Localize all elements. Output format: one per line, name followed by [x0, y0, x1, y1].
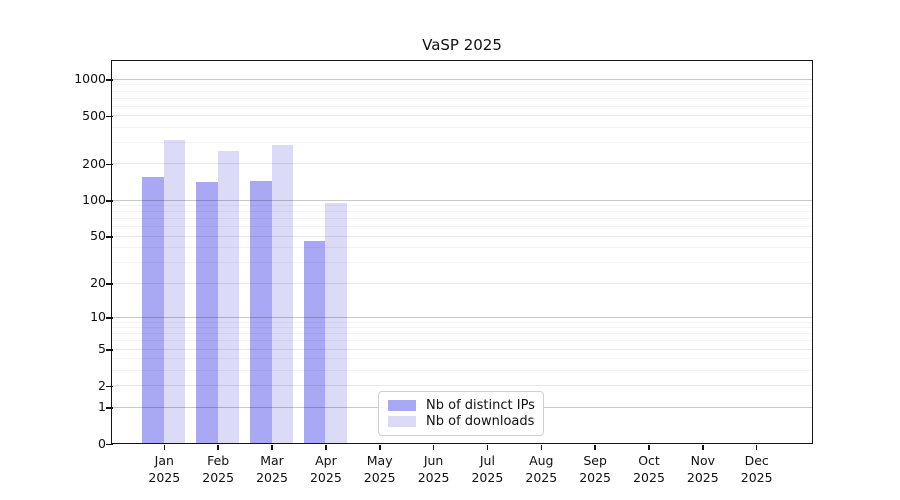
y-tick-label-1: 1 — [98, 399, 106, 414]
x-tick-mark — [594, 445, 596, 450]
y-tick-mark — [106, 200, 113, 202]
y-tick-label-200: 200 — [82, 155, 106, 171]
gridline-8 — [112, 327, 812, 329]
legend-label-downloads: Nb of downloads — [426, 414, 535, 430]
legend: Nb of distinct IPs Nb of downloads — [378, 391, 544, 436]
gridline-6 — [112, 340, 812, 342]
legend-swatch-downloads-icon — [388, 416, 416, 428]
gridline-400 — [112, 127, 812, 128]
x-tick-label-jan: Jan 2025 — [148, 453, 181, 485]
x-tick-mark — [702, 445, 704, 450]
legend-item-downloads: Nb of downloads — [388, 414, 534, 430]
gridline-700 — [112, 97, 812, 99]
y-tick-label-20: 20 — [90, 275, 106, 290]
y-tick-mark — [106, 349, 113, 351]
x-tick-label-dec: Dec 2025 — [740, 453, 773, 485]
y-tick-label-50: 50 — [90, 228, 106, 244]
y-tick-mark — [106, 317, 113, 319]
bar-distinct-ips-apr — [303, 241, 326, 443]
x-tick-label-apr: Apr 2025 — [309, 453, 342, 485]
x-tick-label-jul: Jul 2025 — [471, 453, 504, 485]
bar-distinct-ips-jan — [142, 177, 164, 443]
y-tick-label-100: 100 — [82, 192, 106, 208]
y-tick-mark — [106, 385, 113, 388]
legend-label-distinct-ips: Nb of distinct IPs — [426, 397, 535, 413]
y-tick-mark — [106, 79, 113, 81]
y-tick-mark — [106, 236, 113, 238]
x-tick-label-nov: Nov 2025 — [686, 453, 719, 485]
y-tick-mark — [106, 283, 113, 285]
gridline-100 — [112, 199, 812, 201]
y-tick-mark — [106, 163, 113, 166]
y-tick-label-2: 2 — [98, 377, 106, 393]
bar-downloads-mar — [271, 144, 293, 443]
gridline-70 — [112, 218, 812, 220]
bar-distinct-ips-mar — [250, 180, 272, 443]
gridline-3 — [112, 369, 812, 371]
x-tick-label-may: May 2025 — [363, 453, 396, 485]
y-tick-label-10: 10 — [90, 309, 106, 325]
gridline-300 — [112, 142, 812, 144]
bar-downloads-apr — [325, 203, 347, 443]
gridline-5 — [112, 348, 812, 350]
x-tick-mark — [271, 445, 273, 450]
x-tick-label-feb: Feb 2025 — [202, 453, 235, 485]
legend-swatch-distinct-ips-icon — [388, 399, 416, 411]
y-tick-label-500: 500 — [82, 107, 106, 123]
gridline-9 — [112, 321, 812, 323]
x-tick-mark — [325, 445, 327, 450]
x-tick-mark — [540, 445, 542, 450]
gridline-600 — [112, 105, 812, 107]
gridline-800 — [112, 90, 812, 92]
gridline-90 — [112, 205, 812, 207]
x-tick-label-oct: Oct 2025 — [633, 453, 665, 485]
y-tick-label-1000: 1000 — [74, 71, 106, 87]
y-tick-mark — [106, 443, 113, 445]
bar-downloads-jan — [163, 140, 186, 443]
y-tick-label-0: 0 — [98, 435, 106, 451]
gridline-10 — [112, 316, 812, 318]
gridline-1000 — [112, 78, 812, 80]
x-tick-mark — [432, 445, 435, 450]
x-tick-label-sep: Sep 2025 — [579, 453, 611, 485]
x-tick-mark — [163, 445, 166, 450]
gridline-20 — [112, 282, 812, 284]
gridline-30 — [112, 261, 812, 263]
chart-title: VaSP 2025 — [422, 36, 502, 54]
x-tick-label-aug: Aug 2025 — [525, 453, 558, 485]
gridline-7 — [112, 333, 812, 335]
plot-area — [111, 60, 813, 444]
y-tick-mark — [106, 407, 113, 409]
bar-distinct-ips-feb — [196, 182, 218, 443]
x-tick-mark — [648, 445, 650, 450]
x-tick-label-jun: Jun 2025 — [417, 453, 450, 485]
legend-item-distinct-ips: Nb of distinct IPs — [388, 397, 535, 413]
x-tick-mark — [486, 445, 489, 450]
gridline-900 — [112, 84, 812, 86]
x-tick-mark — [379, 445, 381, 450]
x-tick-mark — [217, 445, 219, 450]
x-tick-label-mar: Mar 2025 — [256, 453, 288, 485]
gridline-50 — [112, 235, 812, 237]
gridline-4 — [112, 358, 812, 360]
bar-downloads-feb — [217, 150, 240, 443]
x-tick-mark — [755, 445, 758, 450]
gridline-2 — [112, 385, 812, 387]
gridline-60 — [112, 226, 812, 228]
y-tick-mark — [106, 115, 113, 118]
gridline-500 — [112, 115, 812, 117]
y-tick-label-5: 5 — [98, 341, 106, 356]
gridline-40 — [112, 247, 812, 249]
gridline-200 — [112, 163, 812, 165]
gridline-80 — [112, 211, 812, 213]
